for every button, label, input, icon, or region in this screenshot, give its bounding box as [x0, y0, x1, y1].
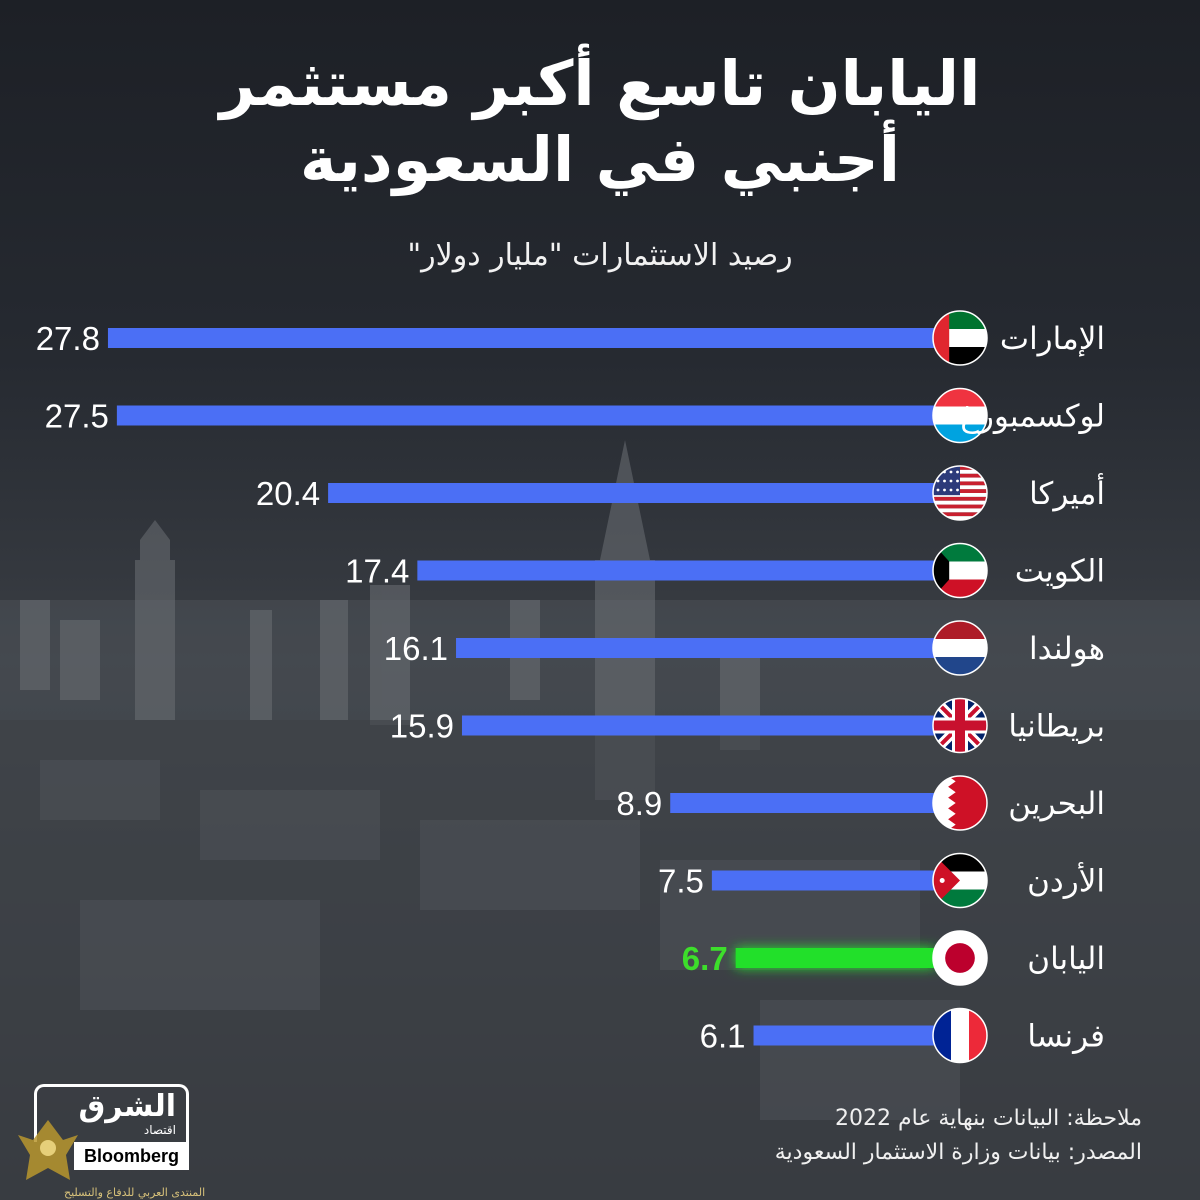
value-label-8: 6.7	[682, 940, 728, 977]
asharq-bloomberg-logo: الشرق اقتصاد Bloomberg	[34, 1084, 189, 1176]
value-label-4: 16.1	[384, 630, 448, 667]
bar-2	[328, 483, 936, 503]
data-note: ملاحظة: البيانات بنهاية عام 2022	[834, 1106, 1142, 1131]
france-flag-icon	[932, 1007, 988, 1064]
data-source: المصدر: بيانات وزارة الاستثمار السعودية	[774, 1140, 1142, 1165]
bar-1	[116, 405, 935, 426]
logo-frame: الشرق اقتصاد	[34, 1084, 189, 1142]
bar-8	[735, 948, 935, 968]
bahrain-flag-icon	[932, 775, 988, 831]
category-label-4: هولندا	[1029, 631, 1105, 667]
value-label-7: 7.5	[658, 863, 704, 900]
logo-brand: الشرق	[78, 1089, 176, 1124]
bar-0	[107, 328, 935, 348]
usa-flag-icon	[932, 465, 988, 521]
chart-title-line-1: اليابان تاسع أكبر مستثمر	[219, 47, 981, 120]
bar-5	[461, 715, 935, 736]
chart-subtitle: رصيد الاستثمارات "مليار دولار"	[407, 238, 793, 273]
category-label-0: الإمارات	[1000, 321, 1105, 357]
value-label-1: 27.5	[45, 398, 109, 435]
bar-4	[456, 638, 935, 658]
category-label-3: الكويت	[1015, 554, 1105, 590]
value-label-3: 17.4	[345, 553, 409, 590]
kuwait-flag-icon	[932, 542, 988, 599]
category-label-5: بريطانيا	[1008, 709, 1105, 745]
luxembourg-flag-icon	[932, 387, 988, 444]
jordan-flag-icon	[932, 852, 988, 909]
bar-3	[417, 560, 936, 581]
category-label-8: اليابان	[1027, 941, 1105, 977]
watermark-text: المنتدى العربي للدفاع والتسليح	[64, 1186, 206, 1199]
japan-flag-icon	[932, 930, 988, 986]
value-label-5: 15.9	[390, 708, 454, 745]
logo-brand-sub: اقتصاد	[143, 1123, 176, 1137]
category-label-6: البحرين	[1008, 786, 1105, 822]
uk-flag-icon	[932, 697, 988, 754]
category-label-1: لوكسمبورغ	[960, 399, 1105, 435]
bar-7	[711, 870, 935, 891]
category-label-9: فرنسا	[1027, 1019, 1105, 1055]
netherlands-flag-icon	[932, 620, 988, 676]
value-label-6: 8.9	[616, 785, 662, 822]
bar-6	[670, 793, 935, 813]
category-label-7: الأردن	[1027, 862, 1105, 900]
value-label-9: 6.1	[700, 1018, 746, 1055]
forum-watermark: المنتدى العربي للدفاع والتسليح	[0, 1110, 380, 1200]
chart-title-line-2: أجنبي في السعودية	[300, 123, 900, 196]
uae-flag-icon	[932, 310, 988, 366]
logo-partner: Bloomberg	[74, 1142, 189, 1170]
value-label-2: 20.4	[256, 475, 320, 512]
bar-9	[753, 1025, 935, 1046]
eagle-emblem-icon	[18, 1120, 78, 1180]
category-label-2: أميركا	[1029, 473, 1105, 512]
value-label-0: 27.8	[36, 320, 100, 357]
